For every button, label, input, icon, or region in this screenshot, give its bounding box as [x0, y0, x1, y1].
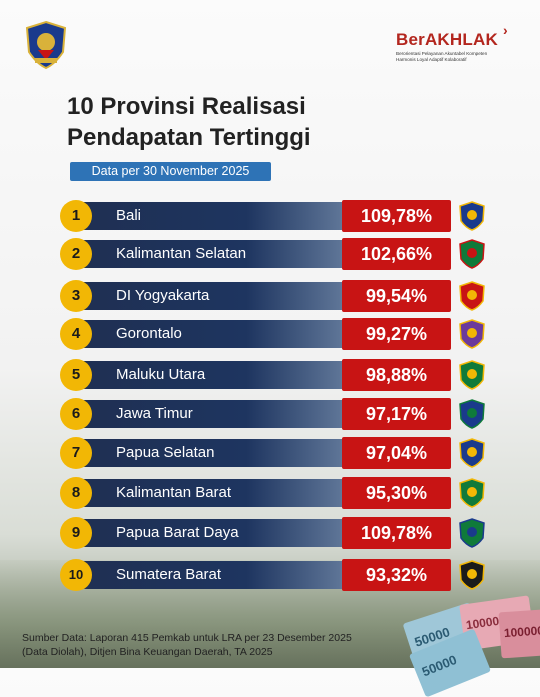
- brand-tagline: Berorientasi Pelayanan Akuntabel Kompete…: [396, 51, 488, 62]
- rank-badge: 3: [60, 280, 92, 312]
- ranking-bar: [76, 240, 386, 268]
- realization-value: 97,04%: [342, 437, 451, 469]
- province-name: Bali: [116, 207, 142, 224]
- rank-badge: 6: [60, 398, 92, 430]
- realization-value: 109,78%: [342, 517, 451, 549]
- ranking-row: 7 Papua Selatan 97,04%: [60, 437, 540, 469]
- province-name: Papua Selatan: [116, 444, 215, 461]
- province-logo-icon: [459, 518, 485, 548]
- province-logo-icon: [459, 560, 485, 590]
- province-name: Sumatera Barat: [116, 566, 222, 583]
- province-name: DI Yogyakarta: [116, 287, 210, 304]
- realization-value: 109,78%: [342, 200, 451, 232]
- ranking-bar: [76, 320, 386, 348]
- province-name: Jawa Timur: [116, 405, 193, 422]
- ranking-bar: [76, 400, 386, 428]
- ranking-bar: [76, 282, 386, 310]
- rank-badge: 1: [60, 200, 92, 232]
- rank-badge: 4: [60, 318, 92, 350]
- ranking-row: 4 Gorontalo 99,27%: [60, 318, 540, 350]
- ranking-bar: [76, 519, 386, 547]
- realization-value: 99,54%: [342, 280, 451, 312]
- province-logo-icon: [459, 239, 485, 269]
- rank-badge: 9: [60, 517, 92, 549]
- page-title: 10 Provinsi Realisasi Pendapatan Terting…: [67, 91, 311, 153]
- title-line-1: 10 Provinsi Realisasi: [67, 93, 306, 120]
- ranking-bar: [76, 439, 386, 467]
- banknote-image: 100000: [498, 607, 540, 659]
- province-logo-icon: [459, 478, 485, 508]
- province-logo-icon: [459, 438, 485, 468]
- realization-value: 95,30%: [342, 477, 451, 509]
- rank-badge: 5: [60, 359, 92, 391]
- ministry-emblem-icon: [25, 20, 67, 70]
- realization-value: 99,27%: [342, 318, 451, 350]
- realization-value: 102,66%: [342, 238, 451, 270]
- ranking-row: 5 Maluku Utara 98,88%: [60, 359, 540, 391]
- rank-badge: 8: [60, 477, 92, 509]
- banknote-label: 100000: [503, 623, 540, 641]
- province-name: Kalimantan Selatan: [116, 245, 247, 262]
- brand-name: BerAKHLAK: [396, 30, 498, 49]
- province-logo-icon: [459, 319, 485, 349]
- ranking-row: 2 Kalimantan Selatan 102,66%: [60, 238, 540, 270]
- rank-badge: 10: [60, 559, 92, 591]
- rank-badge: 2: [60, 238, 92, 270]
- ranking-row: 10 Sumatera Barat 93,32%: [60, 559, 540, 591]
- ranking-bar: [76, 561, 386, 589]
- province-logo-icon: [459, 201, 485, 231]
- province-logo-icon: [459, 399, 485, 429]
- ranking-row: 3 DI Yogyakarta 99,54%: [60, 280, 540, 312]
- brand-logo: › BerAKHLAK Berorientasi Pelayanan Akunt…: [396, 22, 516, 62]
- ranking-row: 9 Papua Barat Daya 109,78%: [60, 517, 540, 549]
- ranking-row: 1 Bali 109,78%: [60, 200, 540, 232]
- realization-value: 93,32%: [342, 559, 451, 591]
- ranking-row: 6 Jawa Timur 97,17%: [60, 398, 540, 430]
- date-subtitle: Data per 30 November 2025: [70, 162, 271, 181]
- ranking-row: 8 Kalimantan Barat 95,30%: [60, 477, 540, 509]
- province-name: Maluku Utara: [116, 366, 206, 383]
- ranking-bar: [76, 202, 386, 230]
- chevron-right-icon: ›: [503, 22, 508, 38]
- banknote-label: 50000: [419, 651, 459, 680]
- province-logo-icon: [459, 360, 485, 390]
- province-name: Gorontalo: [116, 325, 182, 342]
- ranking-bar: [76, 361, 386, 389]
- realization-value: 98,88%: [342, 359, 451, 391]
- province-name: Kalimantan Barat: [116, 484, 232, 501]
- rank-badge: 7: [60, 437, 92, 469]
- province-logo-icon: [459, 281, 485, 311]
- ranking-bar: [76, 479, 386, 507]
- province-name: Papua Barat Daya: [116, 524, 239, 541]
- title-line-2: Pendapatan Tertinggi: [67, 124, 311, 151]
- source-note: Sumber Data: Laporan 415 Pemkab untuk LR…: [22, 632, 352, 658]
- realization-value: 97,17%: [342, 398, 451, 430]
